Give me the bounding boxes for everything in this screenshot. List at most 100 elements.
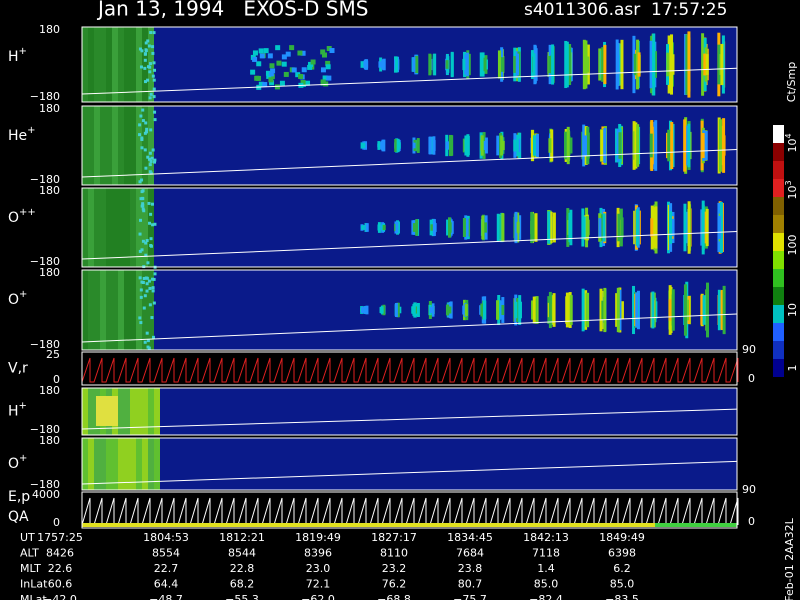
tick-exp: 4	[784, 133, 793, 138]
file-info: s4011306.asr 17:57:25	[524, 0, 727, 20]
blob	[445, 141, 449, 150]
blob	[395, 221, 399, 234]
blob	[275, 45, 281, 51]
row-value: −75.7	[453, 593, 487, 600]
speckle	[150, 202, 154, 206]
colorbar-tick: 103	[784, 180, 800, 199]
speckle	[139, 321, 143, 325]
low-energy-band	[124, 270, 130, 350]
speckle	[153, 222, 157, 226]
axis-bottom: 0	[53, 516, 60, 529]
blob	[269, 80, 275, 86]
row-value: −55.3	[225, 593, 259, 600]
blob	[449, 139, 453, 152]
trend-line	[81, 460, 738, 485]
speckle	[144, 48, 148, 52]
speckle	[152, 277, 156, 281]
blob	[670, 34, 674, 95]
blob	[683, 119, 687, 172]
blob	[412, 223, 416, 232]
blob	[265, 70, 271, 76]
row-value: 23.2	[382, 562, 407, 575]
axis-top: 180	[39, 102, 60, 115]
low-energy-band	[130, 27, 136, 102]
row-label: ALT	[20, 547, 39, 560]
low-energy-band	[136, 270, 142, 350]
low-energy-band	[136, 188, 142, 267]
blob	[654, 301, 658, 319]
low-energy-band	[106, 270, 112, 350]
blob	[650, 218, 654, 237]
row-label: InLat	[20, 578, 48, 591]
blob	[258, 48, 264, 54]
blob	[551, 44, 555, 85]
blob	[322, 52, 328, 58]
blob	[483, 57, 487, 72]
blob	[618, 132, 622, 159]
low-energy-band	[94, 188, 100, 267]
row-value: −82.4	[529, 593, 563, 600]
blob	[586, 56, 590, 73]
blob	[416, 138, 420, 153]
speckle	[145, 331, 149, 335]
speckle	[141, 119, 145, 123]
blob	[602, 213, 606, 242]
row-value: 1827:17	[371, 531, 417, 544]
blob	[565, 41, 569, 88]
blob	[326, 75, 332, 81]
blob	[307, 64, 313, 70]
speckle	[151, 277, 155, 281]
low-energy-band	[118, 188, 124, 267]
blob	[268, 77, 274, 83]
speckle	[143, 80, 147, 84]
blob	[651, 291, 655, 329]
blob	[295, 72, 301, 78]
row-value: 64.4	[154, 578, 179, 591]
low-energy-band	[100, 438, 106, 490]
panel-frame	[81, 105, 738, 186]
label-text: H	[8, 49, 19, 65]
blob	[274, 84, 280, 90]
low-energy-band	[94, 438, 100, 490]
blob	[329, 48, 335, 54]
colorbar-tick: 10	[786, 303, 799, 317]
low-energy-band	[118, 388, 124, 435]
blob	[585, 293, 589, 327]
blob	[547, 211, 551, 244]
blob	[514, 211, 518, 244]
blob	[617, 213, 621, 242]
blob	[483, 222, 487, 233]
blob	[620, 217, 624, 238]
blob	[669, 211, 673, 244]
blob	[532, 53, 536, 76]
speckle	[153, 158, 157, 162]
blob	[582, 39, 586, 90]
row-value: 85.0	[610, 578, 635, 591]
blob	[582, 216, 586, 239]
low-energy-band	[136, 438, 142, 490]
blob	[464, 54, 468, 75]
speckle	[141, 204, 145, 208]
speckle	[146, 39, 150, 43]
speckle	[141, 239, 145, 243]
speckle	[148, 163, 152, 167]
blob	[259, 53, 265, 59]
low-energy-band	[106, 27, 112, 102]
speckle	[148, 65, 152, 69]
colorbar-cell	[773, 287, 784, 305]
colorbar-cell	[773, 269, 784, 287]
colorbar-cell	[773, 323, 784, 341]
speckle	[153, 272, 157, 276]
low-energy-band	[130, 270, 136, 350]
blob	[377, 224, 381, 231]
blob	[448, 306, 452, 314]
low-energy-band	[130, 438, 136, 490]
blob	[552, 295, 556, 325]
blob	[480, 139, 484, 152]
row-value: 1819:49	[295, 531, 341, 544]
blob	[671, 289, 675, 331]
blob	[601, 300, 605, 320]
label-text: H	[8, 404, 19, 420]
speckle	[149, 159, 153, 163]
low-energy-band	[148, 188, 154, 267]
